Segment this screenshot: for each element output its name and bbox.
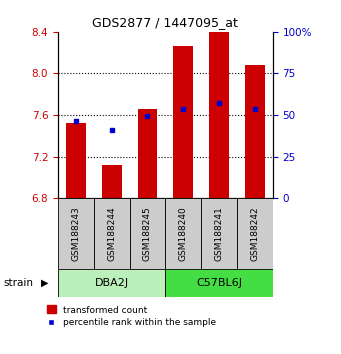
Title: GDS2877 / 1447095_at: GDS2877 / 1447095_at <box>92 16 238 29</box>
Bar <box>174 46 193 198</box>
Text: GSM188245: GSM188245 <box>143 206 152 261</box>
Text: GSM188242: GSM188242 <box>250 206 260 261</box>
Legend: transformed count, percentile rank within the sample: transformed count, percentile rank withi… <box>47 306 216 327</box>
Bar <box>201 198 237 269</box>
Bar <box>209 32 229 198</box>
Bar <box>245 65 265 198</box>
Text: GSM188241: GSM188241 <box>214 206 224 261</box>
Text: C57BL6J: C57BL6J <box>196 278 242 288</box>
Bar <box>130 198 165 269</box>
Bar <box>66 124 86 198</box>
Text: GSM188240: GSM188240 <box>179 206 188 261</box>
Bar <box>138 109 157 198</box>
Bar <box>58 198 94 269</box>
Bar <box>237 198 273 269</box>
Text: strain: strain <box>3 278 33 288</box>
Text: ▶: ▶ <box>41 278 48 288</box>
Text: GSM188243: GSM188243 <box>71 206 80 261</box>
Bar <box>102 165 121 198</box>
Bar <box>165 198 201 269</box>
Bar <box>58 269 165 297</box>
Bar <box>94 198 130 269</box>
Text: GSM188244: GSM188244 <box>107 206 116 261</box>
Bar <box>165 269 273 297</box>
Text: DBA2J: DBA2J <box>94 278 129 288</box>
